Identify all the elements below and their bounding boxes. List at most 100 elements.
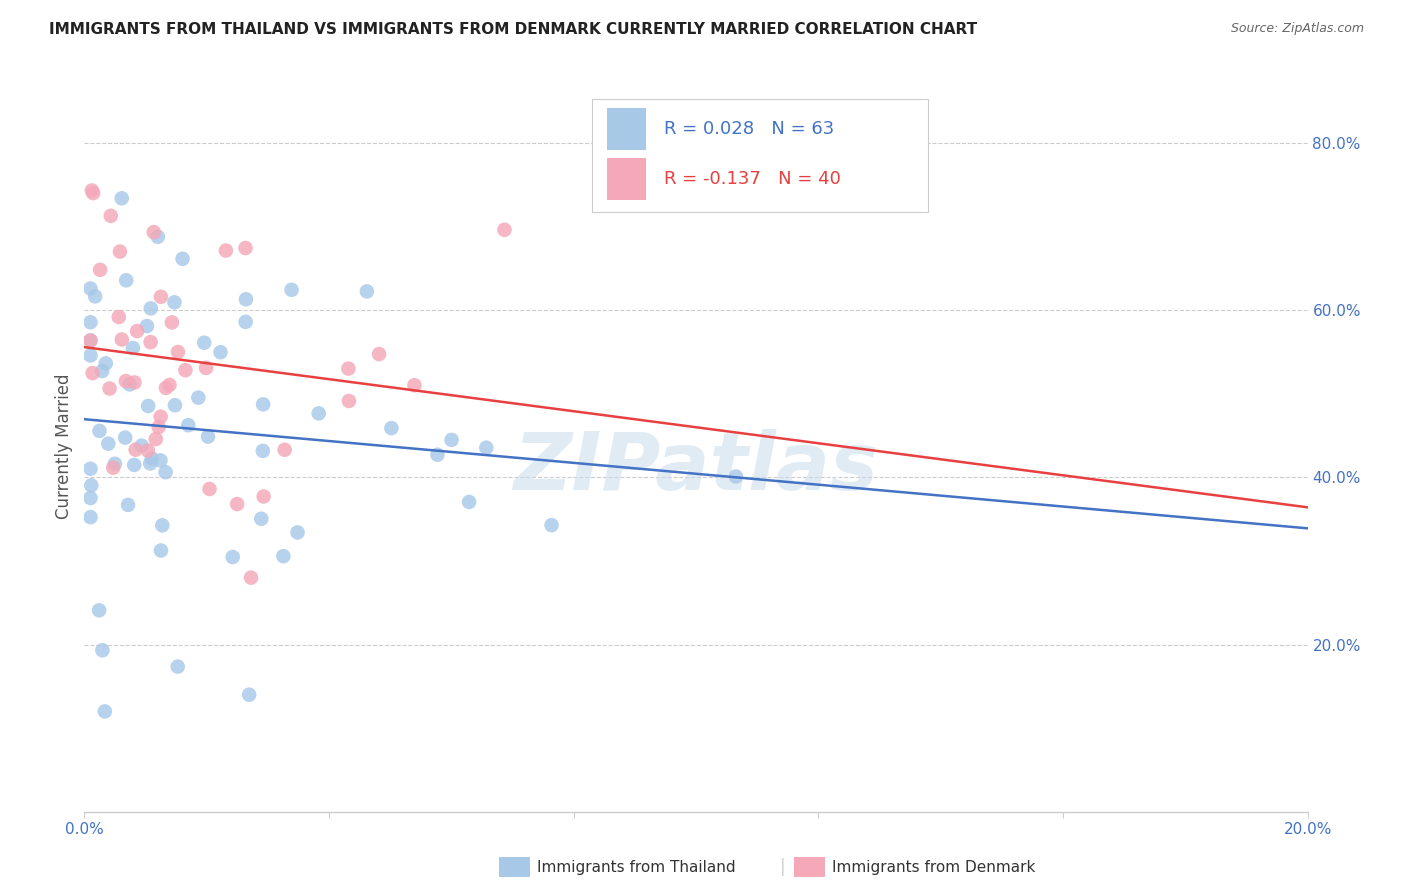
- Y-axis label: Currently Married: Currently Married: [55, 373, 73, 519]
- Point: [79, 281, 101, 295]
- Point: [142, 225, 165, 239]
- Point: [540, 518, 562, 533]
- Point: [163, 295, 186, 310]
- Point: [209, 345, 232, 359]
- Point: [111, 333, 134, 347]
- Point: [79, 334, 101, 348]
- Point: [94, 356, 117, 370]
- Point: [79, 510, 101, 524]
- Point: [159, 378, 181, 392]
- Point: [108, 244, 131, 259]
- Point: [250, 512, 273, 526]
- Point: [155, 465, 177, 479]
- Point: [380, 421, 402, 435]
- Point: [193, 335, 215, 350]
- Point: [89, 424, 111, 438]
- Point: [115, 374, 138, 388]
- Text: R = 0.028   N = 63: R = 0.028 N = 63: [664, 120, 834, 138]
- Point: [252, 490, 274, 504]
- Point: [458, 495, 481, 509]
- Point: [79, 348, 101, 362]
- Point: [136, 399, 159, 413]
- Point: [146, 229, 169, 244]
- Point: [145, 432, 167, 446]
- Point: [136, 318, 159, 333]
- Point: [79, 315, 101, 329]
- Point: [98, 382, 121, 396]
- Point: [235, 241, 257, 255]
- Point: [139, 457, 162, 471]
- Point: [80, 478, 103, 492]
- Point: [117, 498, 139, 512]
- Point: [122, 341, 145, 355]
- Point: [287, 525, 309, 540]
- Point: [124, 442, 146, 457]
- Bar: [606, 158, 645, 200]
- Text: Immigrants from Thailand: Immigrants from Thailand: [537, 860, 735, 874]
- Point: [404, 378, 426, 392]
- Bar: [606, 108, 645, 151]
- Point: [114, 431, 136, 445]
- Point: [87, 603, 110, 617]
- Point: [426, 448, 449, 462]
- Point: [89, 263, 111, 277]
- Point: [273, 549, 295, 563]
- Text: Source: ZipAtlas.com: Source: ZipAtlas.com: [1230, 22, 1364, 36]
- Point: [215, 244, 238, 258]
- Point: [368, 347, 391, 361]
- Text: R = -0.137   N = 40: R = -0.137 N = 40: [664, 170, 841, 188]
- Point: [356, 285, 378, 299]
- Point: [80, 184, 103, 198]
- Point: [222, 549, 245, 564]
- Point: [252, 443, 274, 458]
- Point: [195, 360, 218, 375]
- Point: [167, 345, 190, 359]
- Point: [150, 543, 173, 558]
- Point: [107, 310, 129, 324]
- Point: [139, 335, 162, 350]
- Point: [235, 293, 257, 307]
- Point: [238, 688, 260, 702]
- Point: [172, 252, 194, 266]
- Point: [141, 451, 163, 466]
- Point: [240, 571, 263, 585]
- Point: [149, 290, 172, 304]
- Point: [187, 391, 209, 405]
- Point: [226, 497, 249, 511]
- Point: [148, 420, 170, 434]
- Point: [122, 458, 145, 472]
- Point: [131, 439, 153, 453]
- Point: [101, 460, 124, 475]
- Point: [82, 186, 104, 201]
- Point: [82, 366, 104, 380]
- Point: [79, 491, 101, 505]
- Point: [97, 436, 120, 450]
- Point: [440, 433, 463, 447]
- Point: [475, 441, 498, 455]
- Point: [280, 283, 302, 297]
- Point: [163, 398, 186, 412]
- Point: [84, 289, 107, 303]
- Point: [198, 482, 221, 496]
- Point: [494, 223, 516, 237]
- Point: [160, 315, 183, 329]
- Point: [79, 461, 101, 475]
- Point: [136, 443, 159, 458]
- Point: [235, 315, 257, 329]
- Point: [177, 418, 200, 433]
- Text: ZIPatlas: ZIPatlas: [513, 429, 879, 507]
- Point: [166, 659, 188, 673]
- FancyBboxPatch shape: [592, 99, 928, 212]
- Point: [139, 301, 162, 316]
- Point: [149, 453, 172, 467]
- Point: [155, 381, 177, 395]
- Point: [91, 643, 114, 657]
- Text: Immigrants from Denmark: Immigrants from Denmark: [832, 860, 1036, 874]
- Point: [174, 363, 197, 377]
- Point: [124, 376, 146, 390]
- Point: [94, 705, 117, 719]
- Point: [118, 377, 141, 392]
- Point: [91, 364, 114, 378]
- Point: [79, 334, 101, 348]
- Point: [127, 324, 149, 338]
